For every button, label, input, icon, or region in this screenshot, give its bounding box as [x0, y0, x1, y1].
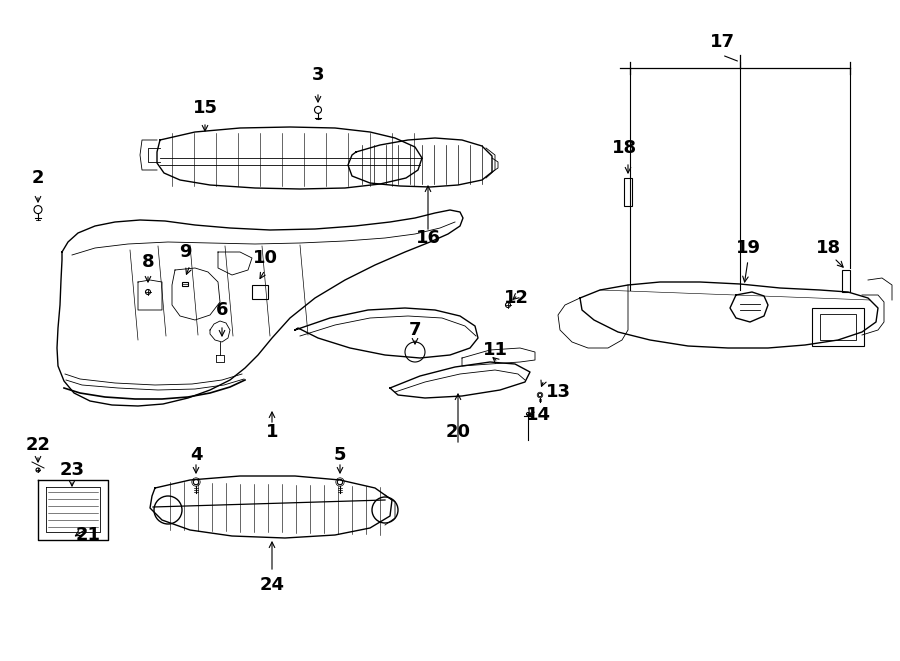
Text: 6: 6 [216, 301, 229, 319]
Text: 13: 13 [545, 383, 571, 401]
Text: 9: 9 [179, 243, 191, 261]
Text: 21: 21 [76, 526, 101, 544]
Text: 18: 18 [815, 239, 841, 257]
Text: 7: 7 [409, 321, 421, 339]
Text: 17: 17 [709, 33, 734, 51]
Text: 5: 5 [334, 446, 346, 464]
Text: 10: 10 [253, 249, 277, 267]
Text: 8: 8 [141, 253, 154, 271]
Bar [842, 270, 850, 292]
Bar [812, 308, 864, 346]
Text: 16: 16 [416, 229, 440, 247]
Bar [182, 282, 188, 286]
Text: 18: 18 [611, 139, 636, 157]
Text: 15: 15 [193, 99, 218, 117]
Text: 12: 12 [503, 289, 528, 307]
Bar [820, 314, 856, 340]
Text: 19: 19 [735, 239, 760, 257]
Bar [252, 285, 268, 299]
Text: 23: 23 [59, 461, 85, 479]
Text: 11: 11 [482, 341, 508, 359]
Bar [624, 178, 632, 206]
Text: 4: 4 [190, 446, 203, 464]
Text: 2: 2 [32, 169, 44, 187]
Text: 14: 14 [526, 406, 551, 424]
Text: 24: 24 [259, 576, 284, 594]
Text: 22: 22 [25, 436, 50, 454]
Text: 1: 1 [266, 423, 278, 441]
Text: 20: 20 [446, 423, 471, 441]
Text: 3: 3 [311, 66, 324, 84]
